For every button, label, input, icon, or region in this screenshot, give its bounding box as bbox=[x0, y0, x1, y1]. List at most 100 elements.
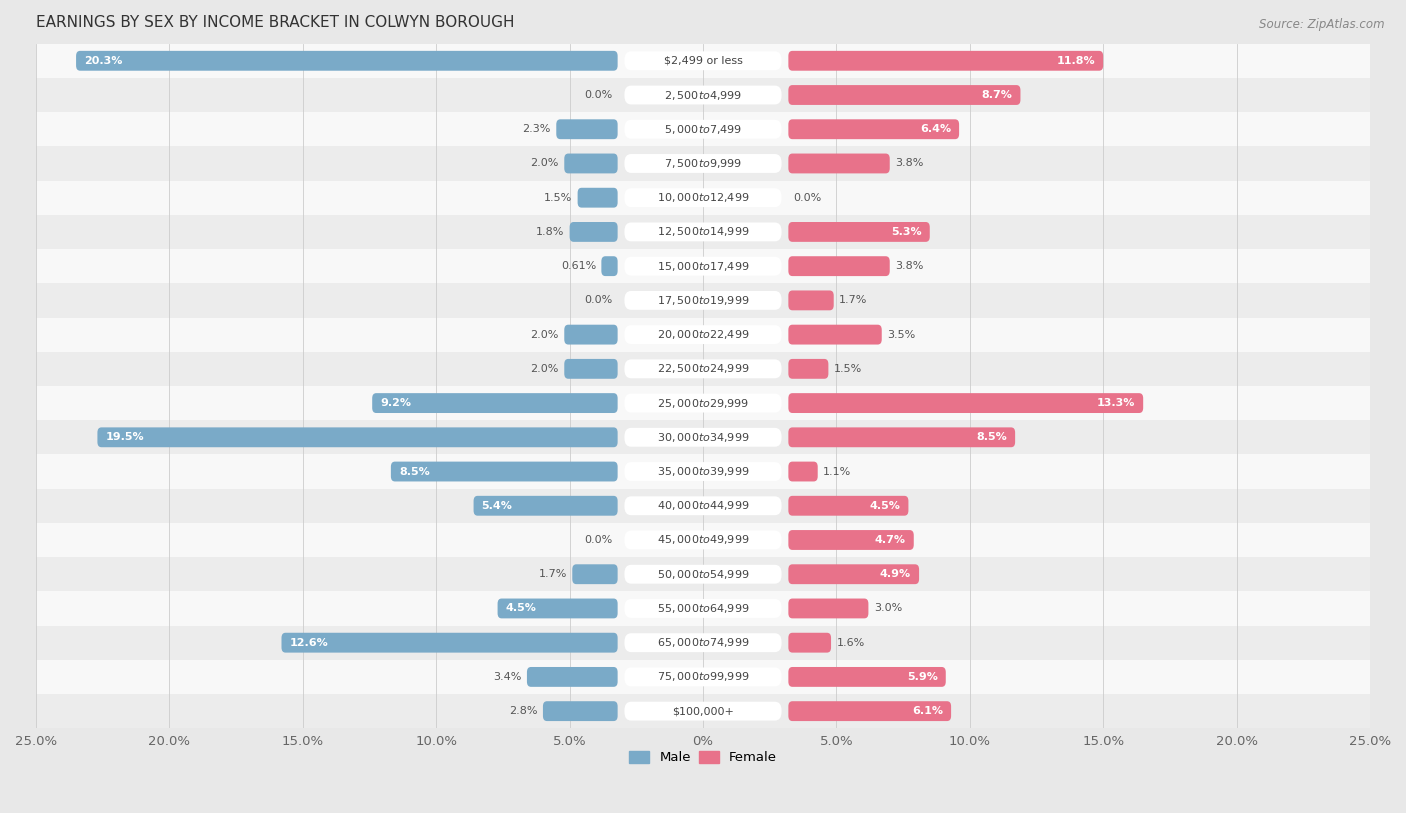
FancyBboxPatch shape bbox=[391, 462, 617, 481]
FancyBboxPatch shape bbox=[564, 359, 617, 379]
Text: 1.7%: 1.7% bbox=[839, 295, 868, 306]
Text: 0.0%: 0.0% bbox=[794, 193, 823, 202]
FancyBboxPatch shape bbox=[37, 523, 1369, 557]
FancyBboxPatch shape bbox=[624, 359, 782, 378]
Text: $10,000 to $12,499: $10,000 to $12,499 bbox=[657, 191, 749, 204]
Text: 1.6%: 1.6% bbox=[837, 637, 865, 648]
Text: 0.0%: 0.0% bbox=[583, 90, 612, 100]
Text: 9.2%: 9.2% bbox=[380, 398, 411, 408]
FancyBboxPatch shape bbox=[37, 489, 1369, 523]
FancyBboxPatch shape bbox=[624, 85, 782, 104]
Text: $100,000+: $100,000+ bbox=[672, 706, 734, 716]
FancyBboxPatch shape bbox=[624, 325, 782, 344]
FancyBboxPatch shape bbox=[624, 223, 782, 241]
FancyBboxPatch shape bbox=[564, 324, 617, 345]
FancyBboxPatch shape bbox=[624, 154, 782, 173]
FancyBboxPatch shape bbox=[37, 386, 1369, 420]
Text: $30,000 to $34,999: $30,000 to $34,999 bbox=[657, 431, 749, 444]
FancyBboxPatch shape bbox=[498, 598, 617, 619]
Text: 1.1%: 1.1% bbox=[823, 467, 851, 476]
FancyBboxPatch shape bbox=[624, 120, 782, 139]
FancyBboxPatch shape bbox=[789, 564, 920, 585]
Text: 4.5%: 4.5% bbox=[869, 501, 900, 511]
FancyBboxPatch shape bbox=[789, 462, 818, 481]
FancyBboxPatch shape bbox=[624, 531, 782, 550]
FancyBboxPatch shape bbox=[624, 393, 782, 412]
FancyBboxPatch shape bbox=[474, 496, 617, 515]
FancyBboxPatch shape bbox=[281, 633, 617, 653]
FancyBboxPatch shape bbox=[789, 359, 828, 379]
Text: 3.5%: 3.5% bbox=[887, 329, 915, 340]
FancyBboxPatch shape bbox=[789, 496, 908, 515]
FancyBboxPatch shape bbox=[37, 146, 1369, 180]
FancyBboxPatch shape bbox=[624, 633, 782, 652]
Text: 2.0%: 2.0% bbox=[530, 329, 560, 340]
FancyBboxPatch shape bbox=[373, 393, 617, 413]
Text: 2.3%: 2.3% bbox=[523, 124, 551, 134]
FancyBboxPatch shape bbox=[569, 222, 617, 241]
FancyBboxPatch shape bbox=[789, 85, 1021, 105]
FancyBboxPatch shape bbox=[37, 694, 1369, 728]
Text: 6.1%: 6.1% bbox=[912, 706, 943, 716]
FancyBboxPatch shape bbox=[789, 393, 1143, 413]
FancyBboxPatch shape bbox=[789, 702, 950, 721]
Text: 5.4%: 5.4% bbox=[482, 501, 512, 511]
FancyBboxPatch shape bbox=[37, 78, 1369, 112]
Text: 4.9%: 4.9% bbox=[880, 569, 911, 579]
FancyBboxPatch shape bbox=[97, 428, 617, 447]
Legend: Male, Female: Male, Female bbox=[624, 746, 782, 770]
Text: 5.3%: 5.3% bbox=[891, 227, 922, 237]
Text: $35,000 to $39,999: $35,000 to $39,999 bbox=[657, 465, 749, 478]
Text: 3.8%: 3.8% bbox=[896, 159, 924, 168]
Text: 0.61%: 0.61% bbox=[561, 261, 596, 272]
Text: 0.0%: 0.0% bbox=[583, 535, 612, 545]
Text: $65,000 to $74,999: $65,000 to $74,999 bbox=[657, 637, 749, 650]
FancyBboxPatch shape bbox=[624, 667, 782, 686]
FancyBboxPatch shape bbox=[37, 318, 1369, 352]
Text: $12,500 to $14,999: $12,500 to $14,999 bbox=[657, 225, 749, 238]
FancyBboxPatch shape bbox=[789, 154, 890, 173]
Text: 2.0%: 2.0% bbox=[530, 364, 560, 374]
FancyBboxPatch shape bbox=[789, 290, 834, 311]
Text: $5,000 to $7,499: $5,000 to $7,499 bbox=[664, 123, 742, 136]
FancyBboxPatch shape bbox=[624, 291, 782, 310]
FancyBboxPatch shape bbox=[789, 222, 929, 241]
FancyBboxPatch shape bbox=[37, 591, 1369, 625]
Text: 8.5%: 8.5% bbox=[399, 467, 430, 476]
Text: 0.0%: 0.0% bbox=[583, 295, 612, 306]
Text: $17,500 to $19,999: $17,500 to $19,999 bbox=[657, 293, 749, 307]
FancyBboxPatch shape bbox=[37, 44, 1369, 78]
FancyBboxPatch shape bbox=[624, 702, 782, 720]
FancyBboxPatch shape bbox=[37, 112, 1369, 146]
FancyBboxPatch shape bbox=[789, 324, 882, 345]
FancyBboxPatch shape bbox=[37, 180, 1369, 215]
FancyBboxPatch shape bbox=[37, 625, 1369, 660]
Text: $2,500 to $4,999: $2,500 to $4,999 bbox=[664, 89, 742, 102]
FancyBboxPatch shape bbox=[624, 496, 782, 515]
FancyBboxPatch shape bbox=[624, 51, 782, 70]
FancyBboxPatch shape bbox=[789, 530, 914, 550]
Text: $40,000 to $44,999: $40,000 to $44,999 bbox=[657, 499, 749, 512]
Text: $20,000 to $22,499: $20,000 to $22,499 bbox=[657, 328, 749, 341]
FancyBboxPatch shape bbox=[572, 564, 617, 585]
FancyBboxPatch shape bbox=[543, 702, 617, 721]
Text: 13.3%: 13.3% bbox=[1097, 398, 1135, 408]
FancyBboxPatch shape bbox=[602, 256, 617, 276]
Text: 6.4%: 6.4% bbox=[920, 124, 950, 134]
FancyBboxPatch shape bbox=[37, 352, 1369, 386]
Text: $25,000 to $29,999: $25,000 to $29,999 bbox=[657, 397, 749, 410]
Text: 2.0%: 2.0% bbox=[530, 159, 560, 168]
Text: 2.8%: 2.8% bbox=[509, 706, 537, 716]
FancyBboxPatch shape bbox=[624, 599, 782, 618]
Text: 8.7%: 8.7% bbox=[981, 90, 1012, 100]
FancyBboxPatch shape bbox=[37, 660, 1369, 694]
FancyBboxPatch shape bbox=[37, 454, 1369, 489]
FancyBboxPatch shape bbox=[789, 120, 959, 139]
FancyBboxPatch shape bbox=[37, 283, 1369, 318]
Text: 3.4%: 3.4% bbox=[494, 672, 522, 682]
FancyBboxPatch shape bbox=[624, 565, 782, 584]
FancyBboxPatch shape bbox=[527, 667, 617, 687]
Text: EARNINGS BY SEX BY INCOME BRACKET IN COLWYN BOROUGH: EARNINGS BY SEX BY INCOME BRACKET IN COL… bbox=[37, 15, 515, 30]
FancyBboxPatch shape bbox=[624, 189, 782, 207]
FancyBboxPatch shape bbox=[557, 120, 617, 139]
